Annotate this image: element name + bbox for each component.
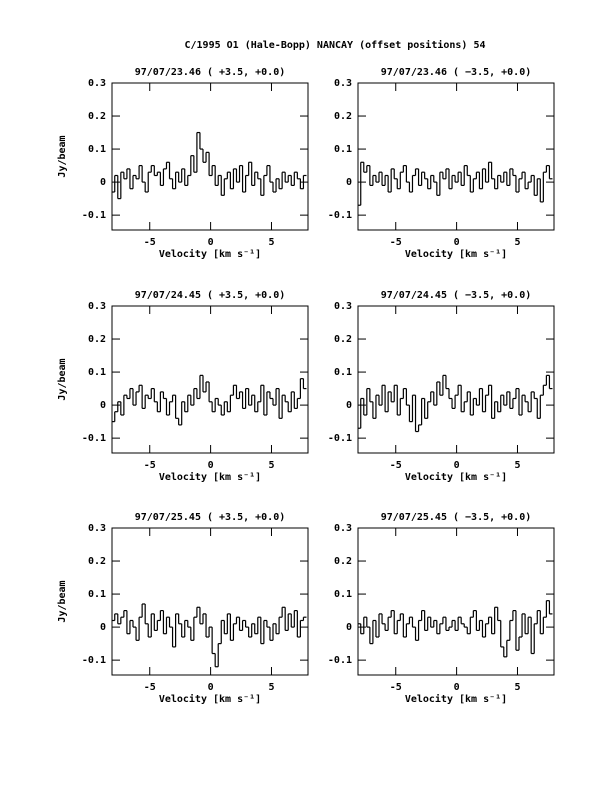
y-tick-label: 0.2 — [88, 334, 106, 345]
y-tick-label: -0.1 — [328, 210, 352, 221]
y-tick-label: 0 — [100, 177, 106, 188]
y-axis-label: Jy/beam — [57, 135, 68, 177]
x-tick-label: 0 — [208, 237, 214, 248]
plot-frame — [111, 82, 309, 231]
panel-title: 97/07/24.45 ( −3.5, +0.0) — [381, 290, 532, 301]
y-tick-label: 0.1 — [88, 367, 106, 378]
x-tick-label: 0 — [208, 682, 214, 693]
y-tick-label: -0.1 — [328, 655, 352, 666]
y-tick-label: 0 — [346, 177, 352, 188]
plot-frame — [111, 305, 309, 454]
x-tick-label: -5 — [390, 237, 402, 248]
y-tick-label: 0.2 — [334, 556, 352, 567]
y-tick-label: 0.1 — [334, 367, 352, 378]
x-axis-label: Velocity [km s⁻¹] — [405, 471, 507, 483]
y-tick-label: 0.1 — [88, 589, 106, 600]
y-tick-label: 0 — [346, 622, 352, 633]
x-tick-label: 5 — [268, 460, 274, 471]
x-axis-label: Velocity [km s⁻¹] — [405, 248, 507, 260]
x-tick-label: -5 — [144, 237, 156, 248]
spectrum-risers — [114, 375, 305, 425]
spectrum-risers — [360, 600, 551, 657]
x-tick-label: -5 — [390, 682, 402, 693]
plot-frame — [357, 82, 555, 231]
y-tick-label: 0.3 — [88, 523, 106, 534]
y-tick-label: 0 — [100, 400, 106, 411]
spectrum-risers — [114, 132, 305, 199]
y-tick-label: 0.1 — [334, 144, 352, 155]
y-tick-label: -0.1 — [328, 433, 352, 444]
x-tick-label: 5 — [514, 682, 520, 693]
y-tick-label: 0.3 — [88, 301, 106, 312]
x-axis-label: Velocity [km s⁻¹] — [159, 471, 261, 483]
y-tick-label: 0.2 — [88, 111, 106, 122]
page-title: C/1995 O1 (Hale-Bopp) NANCAY (offset pos… — [184, 39, 485, 51]
y-axis-label: Jy/beam — [57, 358, 68, 400]
x-tick-label: 5 — [268, 682, 274, 693]
plot-frame — [111, 527, 309, 676]
x-tick-label: 5 — [514, 237, 520, 248]
y-tick-label: 0.1 — [334, 589, 352, 600]
x-axis-label: Velocity [km s⁻¹] — [159, 248, 261, 260]
y-tick-label: -0.1 — [82, 433, 106, 444]
spectrum-risers — [360, 375, 551, 432]
x-tick-label: -5 — [390, 460, 402, 471]
y-tick-label: 0.2 — [88, 556, 106, 567]
spectrum-risers — [360, 162, 551, 206]
panel-title: 97/07/24.45 ( +3.5, +0.0) — [135, 290, 286, 301]
y-tick-label: 0.3 — [334, 301, 352, 312]
x-tick-label: -5 — [144, 682, 156, 693]
y-tick-label: -0.1 — [82, 210, 106, 221]
y-tick-label: 0.3 — [88, 78, 106, 89]
plot-frame — [357, 305, 555, 454]
spectrum-risers — [114, 603, 305, 667]
y-tick-label: 0 — [100, 622, 106, 633]
panel-title: 97/07/25.45 ( −3.5, +0.0) — [381, 512, 532, 523]
panel-title: 97/07/23.46 ( −3.5, +0.0) — [381, 67, 532, 78]
x-tick-label: 0 — [454, 460, 460, 471]
x-tick-label: 5 — [268, 237, 274, 248]
x-tick-label: 0 — [454, 682, 460, 693]
x-tick-label: 5 — [514, 460, 520, 471]
x-tick-label: 0 — [208, 460, 214, 471]
plot-frame — [357, 527, 555, 676]
y-tick-label: 0.2 — [334, 334, 352, 345]
panel-title: 97/07/25.45 ( +3.5, +0.0) — [135, 512, 286, 523]
x-tick-label: 0 — [454, 237, 460, 248]
y-tick-label: 0 — [346, 400, 352, 411]
y-tick-label: 0.2 — [334, 111, 352, 122]
y-tick-label: 0.3 — [334, 523, 352, 534]
y-tick-label: -0.1 — [82, 655, 106, 666]
y-axis-label: Jy/beam — [57, 580, 68, 622]
y-tick-label: 0.1 — [88, 144, 106, 155]
panel-title: 97/07/23.46 ( +3.5, +0.0) — [135, 67, 286, 78]
y-tick-label: 0.3 — [334, 78, 352, 89]
x-tick-label: -5 — [144, 460, 156, 471]
x-axis-label: Velocity [km s⁻¹] — [405, 693, 507, 705]
x-axis-label: Velocity [km s⁻¹] — [159, 693, 261, 705]
